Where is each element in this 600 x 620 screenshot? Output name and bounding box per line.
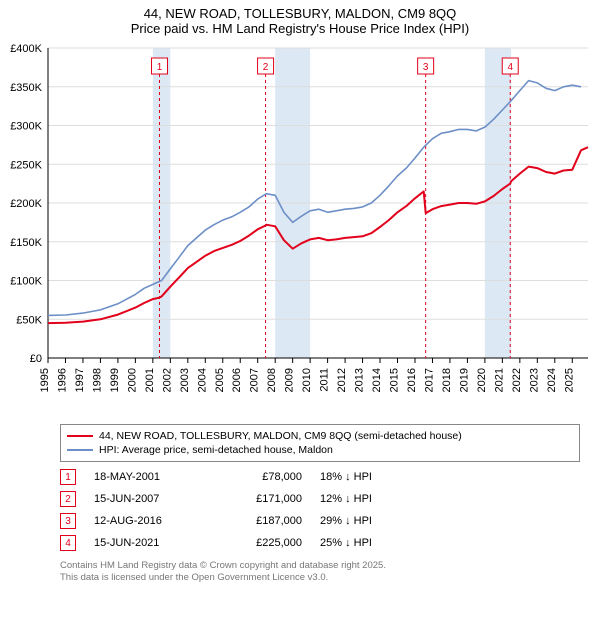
title-block: 44, NEW ROAD, TOLLESBURY, MALDON, CM9 8Q… <box>0 0 600 38</box>
svg-text:1999: 1999 <box>109 368 121 392</box>
event-marker-icon: 2 <box>60 491 76 507</box>
svg-text:2019: 2019 <box>458 368 470 392</box>
svg-text:£300K: £300K <box>10 121 42 133</box>
svg-text:2: 2 <box>263 62 269 73</box>
sale-date: 12-AUG-2016 <box>94 515 204 527</box>
event-marker-icon: 4 <box>60 535 76 551</box>
sale-date: 15-JUN-2021 <box>94 537 204 549</box>
sale-price: £187,000 <box>222 515 302 527</box>
svg-text:£200K: £200K <box>10 198 42 210</box>
svg-text:2009: 2009 <box>284 368 296 392</box>
table-row: 3 12-AUG-2016 £187,000 29% ↓ HPI <box>60 510 580 532</box>
sale-vs-hpi: 29% ↓ HPI <box>320 515 420 527</box>
svg-text:2007: 2007 <box>249 368 261 392</box>
footer-line-2: This data is licensed under the Open Gov… <box>60 572 580 584</box>
sale-vs-hpi: 25% ↓ HPI <box>320 537 420 549</box>
chart-plot-area: £0 £50K £100K £150K £200K £250K £300K £350K £400… <box>0 38 600 418</box>
legend-row: 44, NEW ROAD, TOLLESBURY, MALDON, CM9 8Q… <box>67 429 573 443</box>
svg-text:£150K: £150K <box>10 237 42 249</box>
table-row: 2 15-JUN-2007 £171,000 12% ↓ HPI <box>60 488 580 510</box>
sale-price: £78,000 <box>222 471 302 483</box>
svg-text:1: 1 <box>157 62 163 73</box>
footer-line-1: Contains HM Land Registry data © Crown c… <box>60 560 580 572</box>
svg-text:2022: 2022 <box>511 368 523 392</box>
svg-text:2001: 2001 <box>144 368 156 392</box>
svg-text:1998: 1998 <box>91 368 103 392</box>
svg-text:2016: 2016 <box>406 368 418 392</box>
svg-text:1995: 1995 <box>39 368 51 392</box>
svg-text:2023: 2023 <box>528 368 540 392</box>
event-marker-icon: 3 <box>60 513 76 529</box>
svg-text:2002: 2002 <box>161 368 173 392</box>
svg-text:2020: 2020 <box>476 368 488 392</box>
legend-label: 44, NEW ROAD, TOLLESBURY, MALDON, CM9 8Q… <box>99 430 462 442</box>
svg-text:£0: £0 <box>30 353 42 365</box>
footer-attribution: Contains HM Land Registry data © Crown c… <box>60 560 580 585</box>
event-marker-icon: 1 <box>60 469 76 485</box>
table-row: 1 18-MAY-2001 £78,000 18% ↓ HPI <box>60 466 580 488</box>
sale-date: 15-JUN-2007 <box>94 493 204 505</box>
svg-text:1996: 1996 <box>56 368 68 392</box>
svg-text:2005: 2005 <box>214 368 226 392</box>
svg-text:2000: 2000 <box>126 368 138 392</box>
legend-swatch <box>67 435 93 437</box>
svg-text:2004: 2004 <box>196 368 208 392</box>
svg-text:2024: 2024 <box>546 368 558 392</box>
sale-vs-hpi: 12% ↓ HPI <box>320 493 420 505</box>
svg-text:3: 3 <box>423 62 429 73</box>
svg-text:£100K: £100K <box>10 276 42 288</box>
svg-text:2014: 2014 <box>371 368 383 392</box>
svg-text:2012: 2012 <box>336 368 348 392</box>
svg-text:2008: 2008 <box>266 368 278 392</box>
legend-label: HPI: Average price, semi-detached house,… <box>99 444 333 456</box>
svg-text:2021: 2021 <box>493 368 505 392</box>
svg-text:2015: 2015 <box>389 368 401 392</box>
sale-price: £225,000 <box>222 537 302 549</box>
svg-text:£400K: £400K <box>10 43 42 55</box>
sale-price: £171,000 <box>222 493 302 505</box>
svg-text:2003: 2003 <box>179 368 191 392</box>
sale-vs-hpi: 18% ↓ HPI <box>320 471 420 483</box>
svg-text:4: 4 <box>507 62 513 73</box>
svg-text:£350K: £350K <box>10 82 42 94</box>
svg-text:£50K: £50K <box>16 314 42 326</box>
svg-text:1997: 1997 <box>74 368 86 392</box>
svg-text:2010: 2010 <box>301 368 313 392</box>
title-line-1: 44, NEW ROAD, TOLLESBURY, MALDON, CM9 8Q… <box>0 6 600 21</box>
legend-swatch <box>67 449 93 451</box>
table-row: 4 15-JUN-2021 £225,000 25% ↓ HPI <box>60 532 580 554</box>
title-line-2: Price paid vs. HM Land Registry's House … <box>0 21 600 36</box>
legend-row: HPI: Average price, semi-detached house,… <box>67 443 573 457</box>
svg-text:£250K: £250K <box>10 159 42 171</box>
svg-text:2011: 2011 <box>319 368 331 392</box>
legend: 44, NEW ROAD, TOLLESBURY, MALDON, CM9 8Q… <box>60 424 580 462</box>
chart-svg: £0 £50K £100K £150K £200K £250K £300K £350K £400… <box>0 38 600 418</box>
svg-text:2006: 2006 <box>231 368 243 392</box>
sales-table: 1 18-MAY-2001 £78,000 18% ↓ HPI 2 15-JUN-2007… <box>60 466 580 554</box>
svg-text:2018: 2018 <box>441 368 453 392</box>
svg-text:2025: 2025 <box>563 368 575 392</box>
chart-container: 44, NEW ROAD, TOLLESBURY, MALDON, CM9 8Q… <box>0 0 600 585</box>
sale-date: 18-MAY-2001 <box>94 471 204 483</box>
svg-text:2017: 2017 <box>423 368 435 392</box>
svg-text:2013: 2013 <box>354 368 366 392</box>
